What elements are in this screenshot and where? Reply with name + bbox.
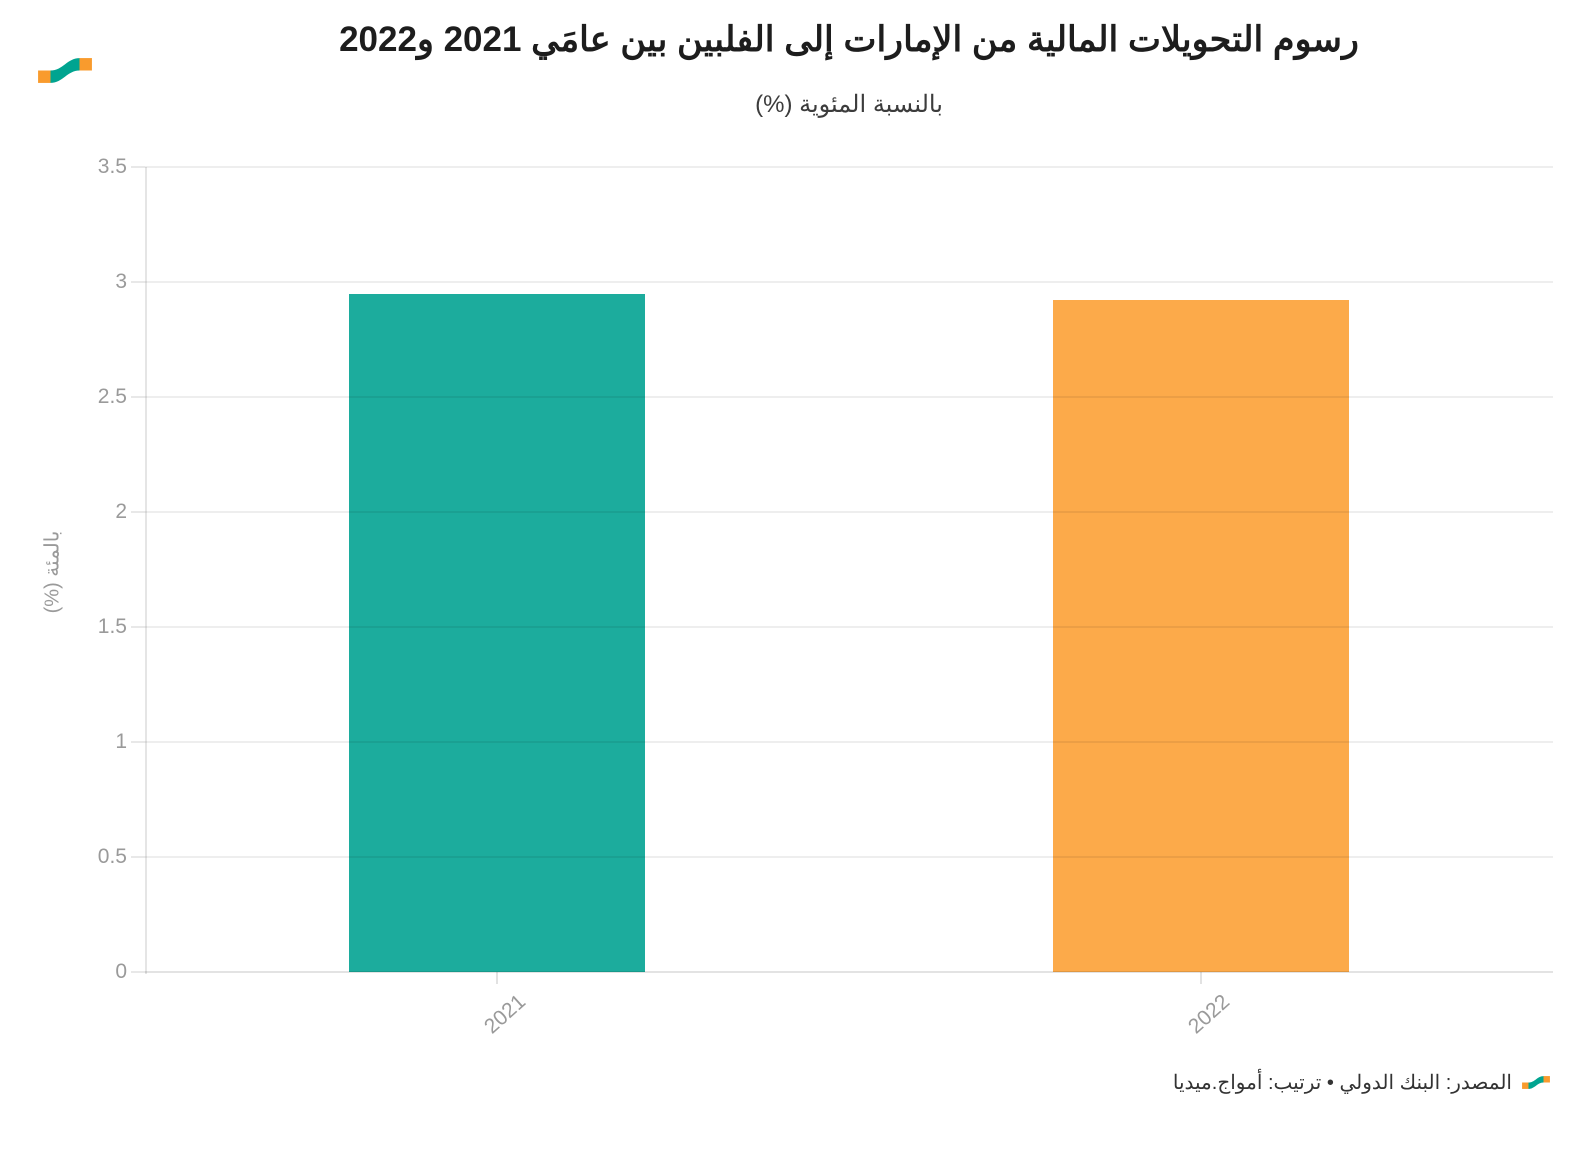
x-tick-label-2021: 2021 [480, 990, 531, 1039]
x-tick-2022 [1200, 972, 1202, 984]
y-tick-label-0: 0 [115, 960, 127, 983]
y-gridline-0.5 [145, 856, 1553, 858]
chart-title: رسوم التحويلات المالية من الإمارات إلى ا… [339, 20, 1359, 59]
y-tick-label-2.5: 2.5 [97, 385, 127, 408]
y-gridline-1 [145, 741, 1553, 743]
source-credit-text: المصدر: البنك الدولي • ترتيب: أمواج.ميدي… [1172, 1072, 1512, 1094]
y-gridline-3 [145, 281, 1553, 283]
y-tick-3.5 [131, 166, 145, 168]
y-gridline-2 [145, 511, 1553, 513]
y-tick-2.5 [131, 396, 145, 398]
amwaj-logo-icon [38, 58, 92, 83]
y-tick-label-1: 1 [115, 730, 127, 753]
y-tick-0 [131, 971, 145, 973]
y-tick-1 [131, 741, 145, 743]
y-tick-label-0.5: 0.5 [97, 845, 127, 868]
amwaj-logo-small-icon [1522, 1076, 1550, 1089]
y-tick-1.5 [131, 626, 145, 628]
y-tick-3 [131, 281, 145, 283]
bar-2021 [349, 293, 645, 972]
chart-subtitle: بالنسبة المئوية (%) [755, 91, 943, 118]
y-gridline-1.5 [145, 626, 1553, 628]
y-tick-label-3: 3 [115, 270, 127, 293]
y-tick-0.5 [131, 856, 145, 858]
footer: المصدر: البنك الدولي • ترتيب: أمواج.ميدي… [1173, 1070, 1550, 1095]
x-tick-2021 [496, 972, 498, 984]
x-axis-baseline [145, 971, 1553, 973]
y-gridline-2.5 [145, 396, 1553, 398]
y-tick-label-2: 2 [115, 500, 127, 523]
y-tick-label-3.5: 3.5 [97, 155, 127, 178]
y-axis-line [145, 167, 147, 974]
bar-2022 [1053, 300, 1349, 972]
y-tick-label-1.5: 1.5 [97, 615, 127, 638]
y-tick-2 [131, 511, 145, 513]
y-gridline-3.5 [145, 166, 1553, 168]
x-tick-label-2022: 2022 [1184, 990, 1235, 1039]
